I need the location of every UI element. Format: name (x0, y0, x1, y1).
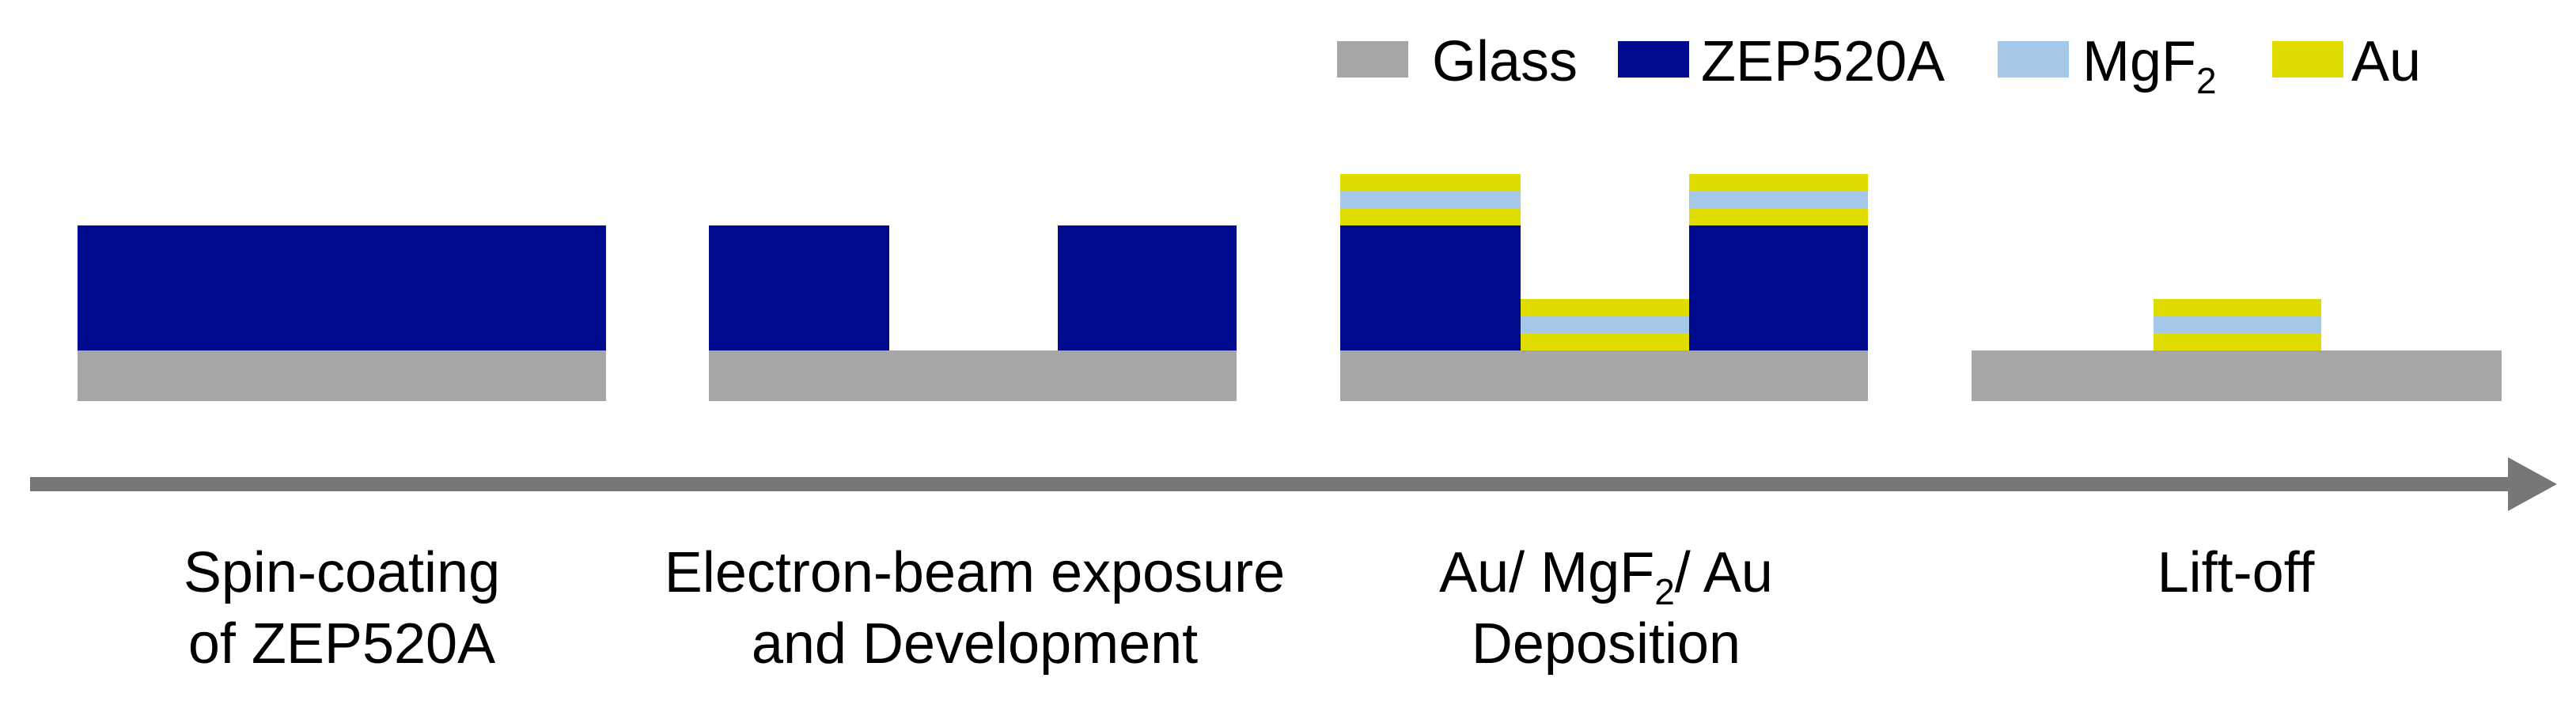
glass-substrate (78, 350, 606, 401)
au-layer-top (2154, 299, 2321, 316)
au-layer-top (1689, 174, 1868, 191)
step-label-ebeam-line2: and Development (752, 612, 1198, 676)
legend-label-au: Au (2351, 30, 2421, 93)
au-layer-bottom (1521, 333, 1689, 350)
au-layer-top (1521, 299, 1689, 316)
mgf2-layer (1340, 191, 1521, 208)
step-label-spin-coating-line2: of ZEP520A (188, 612, 495, 676)
glass-substrate (709, 350, 1237, 401)
step-ebeam-development-stack (709, 225, 1237, 401)
zep520a-block-right (1689, 225, 1868, 350)
mgf2-layer (1521, 316, 1689, 333)
legend-label-glass: Glass (1432, 30, 1578, 93)
legend-swatch-au (2272, 41, 2343, 78)
step-label-spin-coating-line1: Spin-coating (184, 541, 500, 604)
step-label-lift-off: Lift-off (2157, 541, 2316, 604)
au-layer-bottom (1340, 208, 1521, 225)
mgf2-layer (1689, 191, 1868, 208)
legend-swatch-glass (1337, 41, 1408, 78)
step-lift-off-stack (1972, 299, 2502, 401)
au-layer-bottom (2154, 333, 2321, 350)
legend: Glass ZEP520A MgF2 Au (1337, 30, 2421, 101)
step-label-deposition-line2: Deposition (1472, 612, 1741, 676)
au-layer-bottom (1689, 208, 1868, 225)
mgf2-layer (2154, 316, 2321, 333)
step-deposition-stack (1340, 174, 1868, 401)
legend-swatch-mgf2 (1998, 41, 2069, 78)
zep520a-block-left (1340, 225, 1521, 350)
step-spin-coating-stack (78, 225, 606, 401)
zep520a-block-right (1058, 225, 1237, 350)
zep520a-layer (78, 225, 606, 350)
au-layer-top (1340, 174, 1521, 191)
legend-label-mgf2: MgF2 (2082, 30, 2217, 101)
process-arrow-head (2508, 457, 2557, 511)
glass-substrate (1340, 350, 1868, 401)
zep520a-block-left (709, 225, 889, 350)
legend-label-zep520a: ZEP520A (1701, 30, 1945, 93)
legend-swatch-zep520a (1618, 41, 1689, 78)
glass-substrate (1972, 350, 2502, 401)
step-label-ebeam-line1: Electron-beam exposure (665, 541, 1285, 604)
process-arrow (30, 457, 2557, 511)
process-arrow-shaft (30, 477, 2514, 491)
step-label-deposition-line1: Au/ MgF2/ Au (1439, 541, 1773, 612)
